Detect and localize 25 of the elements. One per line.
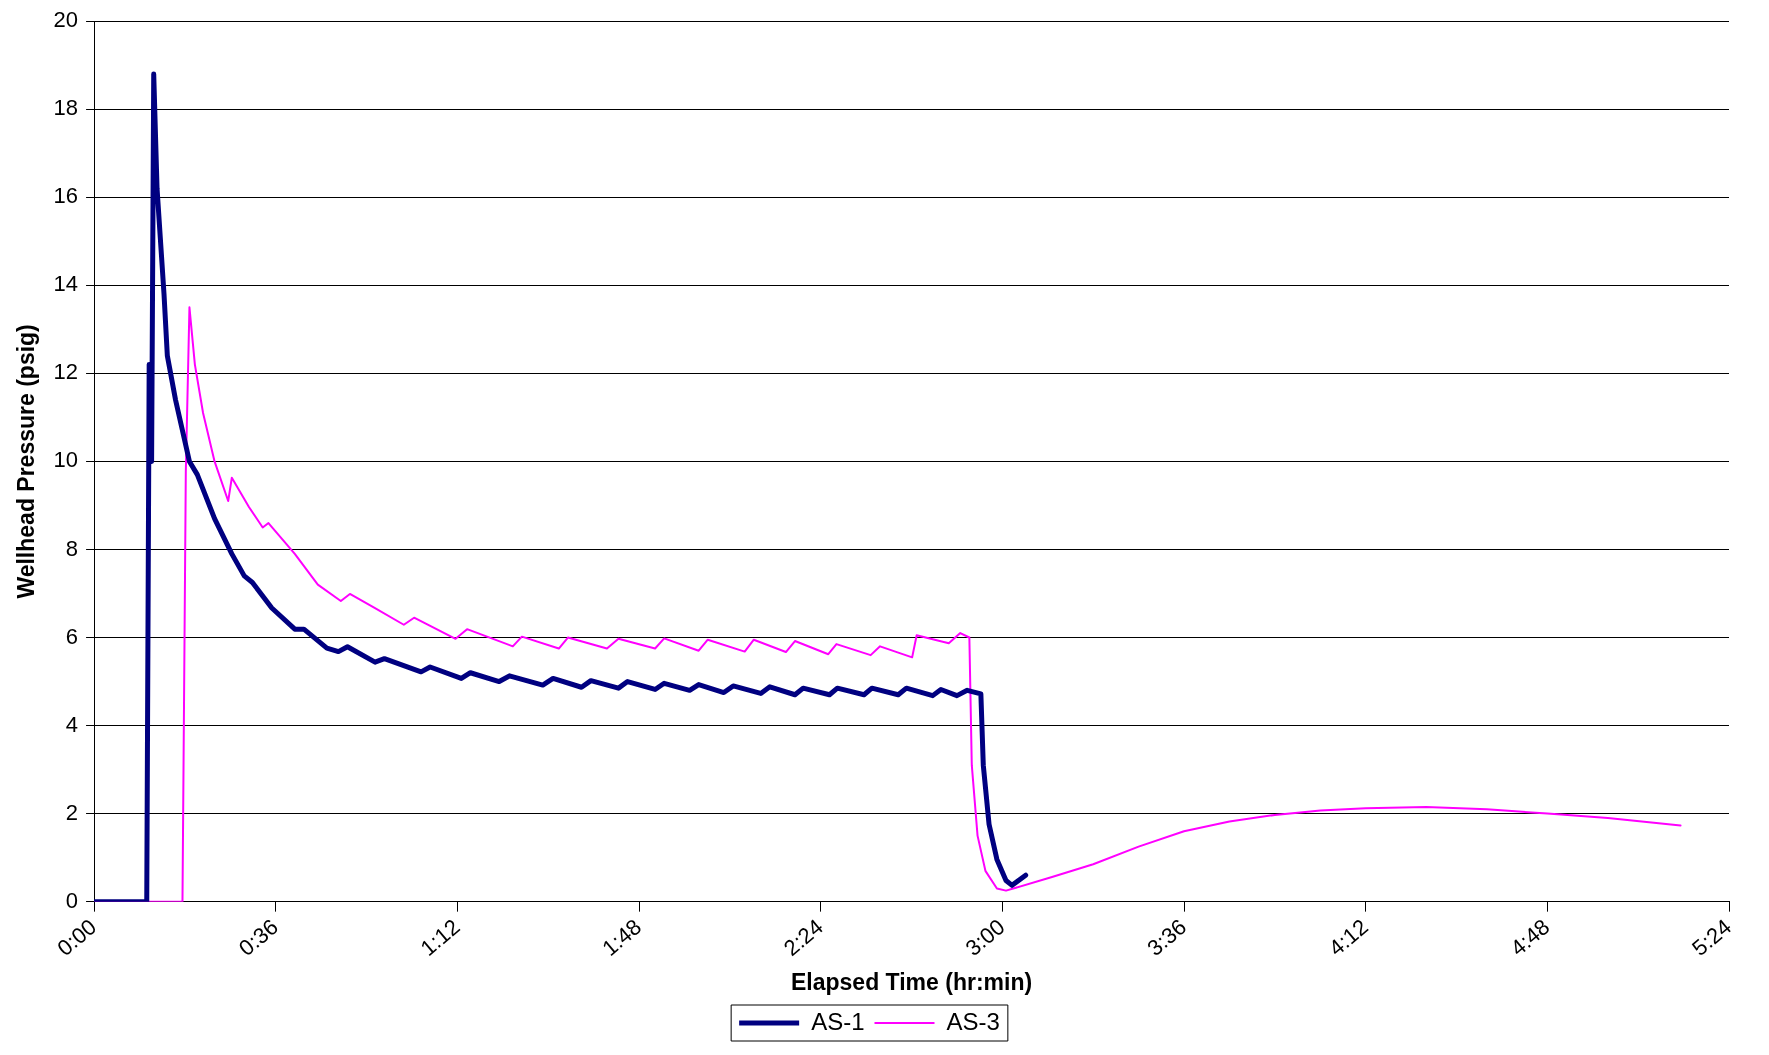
x-tick-label: 1:48 [597,914,647,961]
legend-label: AS-1 [811,1007,865,1035]
y-tick-label: 2 [65,799,79,825]
x-axis-title: Elapsed Time (hr:min) [790,968,1033,995]
x-tick-label: 3:00 [960,914,1010,961]
y-tick-label: 14 [53,271,79,297]
y-tick-label: 10 [53,447,79,473]
y-tick-label: 12 [53,359,79,385]
y-tick-label: 16 [53,183,79,209]
y-tick-label: 18 [53,95,79,121]
x-tick-label: 4:48 [1505,914,1555,961]
x-tick-label: 4:12 [1323,914,1373,961]
x-tick-label: 0:00 [52,914,102,961]
x-tick-label: 1:12 [415,914,465,961]
x-tick-label: 3:36 [1142,914,1192,961]
y-tick-label: 8 [65,535,79,561]
y-tick-label: 6 [65,623,79,649]
x-tick-label: 0:36 [233,914,283,961]
y-tick-label: 4 [65,711,79,737]
y-tick-label: 20 [53,7,79,33]
legend-label: AS-3 [946,1007,1000,1035]
x-tick-label: 2:24 [778,914,828,961]
y-axis-title: Wellhead Pressure (psig) [13,324,40,599]
x-tick-label: 5:24 [1687,914,1737,961]
y-tick-label: 0 [65,887,79,913]
